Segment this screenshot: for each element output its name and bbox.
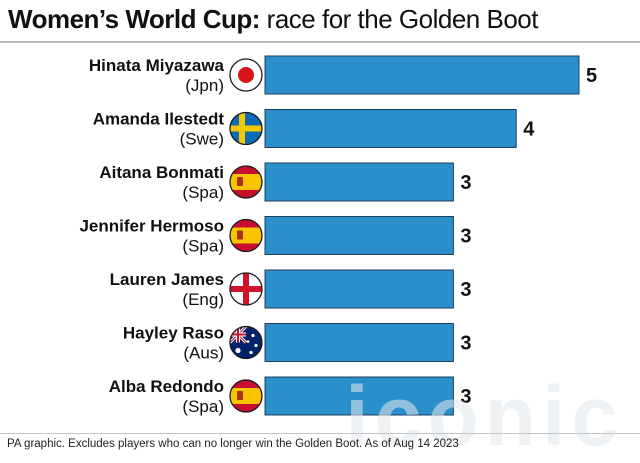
player-name: Amanda Ilestedt — [93, 110, 225, 129]
chart-row: Amanda Ilestedt(Swe) 4 — [93, 109, 535, 149]
bar — [264, 216, 454, 255]
player-name: Aitana Bonmati — [99, 163, 224, 182]
chart-row: Lauren James(Eng) 3 — [110, 269, 472, 309]
player-name: Hinata Miyazawa — [89, 56, 225, 75]
player-name: Alba Redondo — [109, 377, 224, 396]
spain-flag — [229, 379, 263, 413]
australia-flag — [229, 325, 263, 360]
title-divider — [0, 41, 640, 43]
data-label: 3 — [460, 279, 471, 301]
player-country: (Eng) — [182, 290, 224, 309]
bar-chart: Hinata Miyazawa(Jpn) 5 Amanda Ilestedt(Swe… — [79, 55, 597, 416]
chart-row: Alba Redondo(Spa) 3 — [109, 376, 472, 416]
spain-flag — [229, 165, 263, 199]
player-country: (Jpn) — [185, 76, 224, 95]
chart-row: Hinata Miyazawa(Jpn) 5 — [89, 55, 597, 95]
japan-flag — [229, 58, 263, 92]
bar — [264, 323, 454, 362]
chart-row: Aitana Bonmati(Spa) 3 — [99, 162, 472, 202]
player-name: Lauren James — [110, 270, 224, 289]
data-label: 3 — [460, 386, 471, 408]
data-label: 3 — [460, 172, 471, 194]
japan-sun — [238, 67, 254, 83]
player-country: (Spa) — [182, 183, 224, 202]
spain-flag — [229, 218, 263, 253]
bar — [264, 376, 454, 416]
player-name: Hayley Raso — [123, 324, 224, 343]
bar — [264, 269, 454, 309]
bar — [264, 109, 517, 148]
chart-title-light: race for the Golden Boot — [259, 4, 539, 34]
chart-title: Women’s World Cup: race for the Golden B… — [8, 3, 538, 35]
bar — [264, 162, 454, 202]
chart-row: Jennifer Hermoso(Spa) 3 — [79, 216, 472, 256]
data-label: 3 — [460, 226, 471, 248]
player-country: (Spa) — [182, 237, 224, 256]
player-country: (Aus) — [183, 344, 224, 363]
footer-divider — [0, 433, 640, 434]
sweden-flag — [229, 111, 263, 146]
chart-title-bold: Women’s World Cup: — [8, 4, 260, 34]
data-label: 4 — [523, 119, 535, 141]
player-country: (Spa) — [182, 397, 224, 416]
chart-row: Hayley Raso(Aus) 3 — [123, 323, 472, 363]
player-name: Jennifer Hermoso — [79, 217, 224, 236]
data-label: 3 — [460, 333, 471, 355]
footer-note: PA graphic. Excludes players who can no … — [7, 438, 459, 450]
data-label: 5 — [586, 65, 597, 87]
player-country: (Swe) — [180, 130, 224, 149]
bar — [264, 55, 580, 95]
england-flag — [229, 272, 263, 306]
